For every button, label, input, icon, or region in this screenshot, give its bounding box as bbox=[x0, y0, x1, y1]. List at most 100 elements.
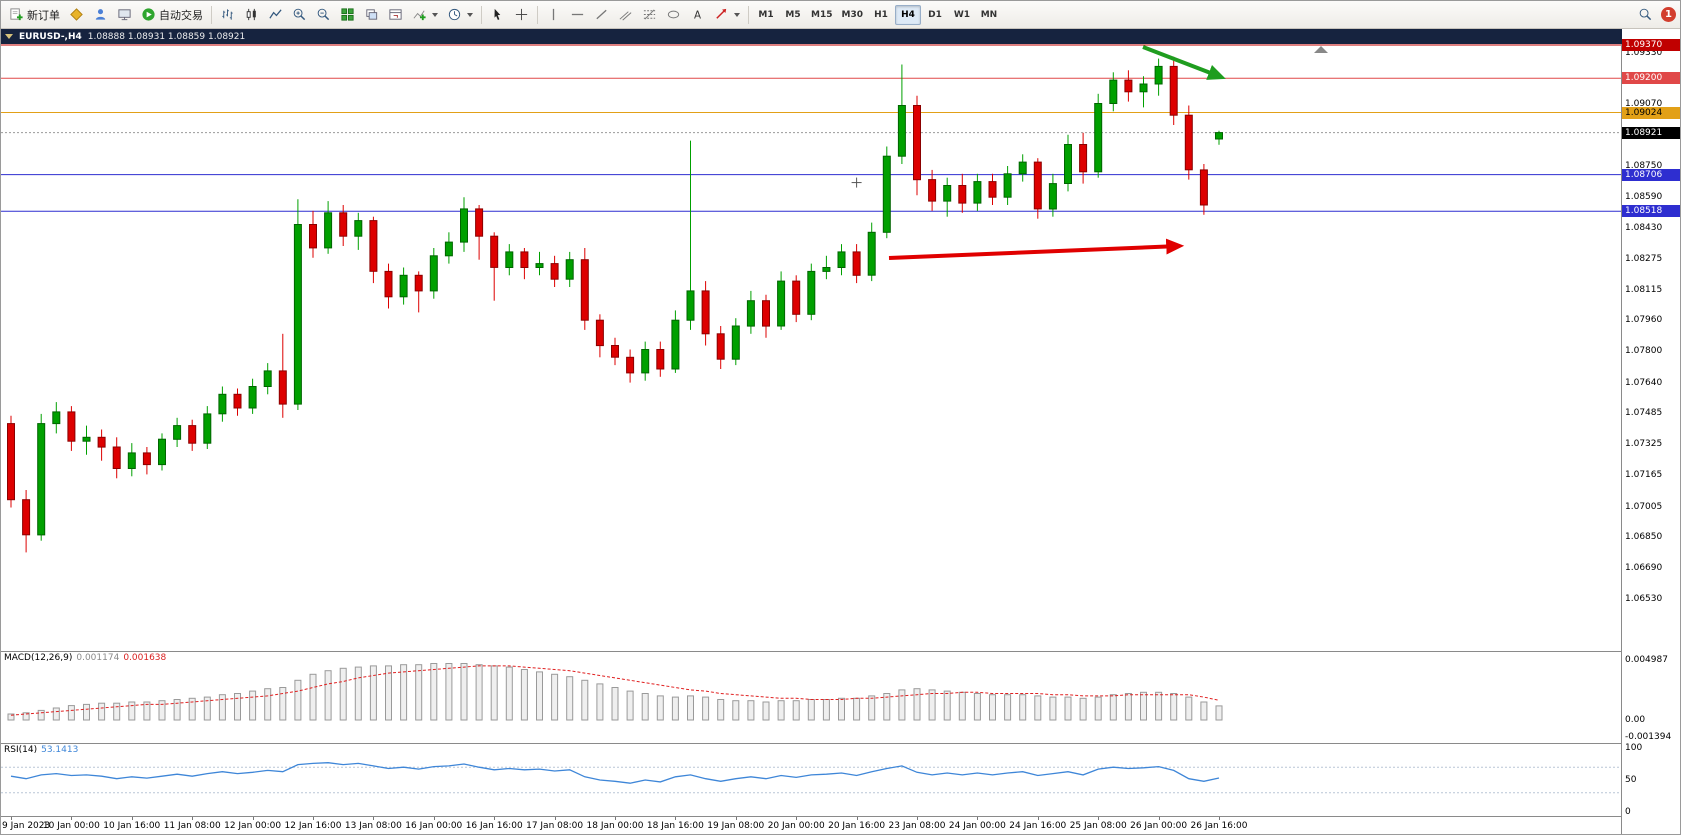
macd-name: MACD(12,26,9) bbox=[4, 653, 73, 663]
trendline-tool-button[interactable] bbox=[590, 4, 613, 26]
channel-tool-button[interactable] bbox=[614, 4, 637, 26]
candle bbox=[792, 280, 801, 315]
auto-trading-button[interactable]: 自动交易 bbox=[137, 4, 207, 26]
timeframe-m5-button[interactable]: M5 bbox=[780, 5, 806, 25]
notification-badge[interactable]: 1 bbox=[1661, 7, 1676, 22]
candle bbox=[52, 411, 61, 425]
time-tick-label: 23 Jan 08:00 bbox=[888, 821, 946, 831]
candle bbox=[701, 290, 710, 335]
macd-signal-value: 0.001638 bbox=[123, 653, 167, 663]
price-axis[interactable]: 1.09330 1.09070 1.08750 1.08590 1.08430 1.082… bbox=[1621, 38, 1680, 834]
time-tick bbox=[433, 817, 435, 820]
macd-pane[interactable]: MACD(12,26,9) 0.001174 0.001638 bbox=[1, 651, 1621, 743]
macd-axis-label: 0.00 bbox=[1625, 715, 1646, 725]
arrange-windows-button[interactable] bbox=[384, 4, 407, 26]
price-level-badge-1.09024[interactable]: 1.09024 bbox=[1622, 106, 1680, 119]
time-tick-label: 12 Jan 16:00 bbox=[284, 821, 342, 831]
candle bbox=[1079, 144, 1088, 173]
price-tick-label: 1.07640 bbox=[1625, 377, 1663, 388]
bar-chart-type-button[interactable] bbox=[216, 4, 239, 26]
indicators-button[interactable] bbox=[408, 4, 442, 26]
new-order-button[interactable]: 新订单 bbox=[5, 4, 64, 26]
chart-symbol: EURUSD-,H4 bbox=[19, 31, 82, 42]
market-watch-icon bbox=[70, 8, 83, 21]
price-level-badge-1.08518[interactable]: 1.08518 bbox=[1622, 205, 1680, 218]
terminal-button[interactable] bbox=[113, 4, 136, 26]
horizontal-line-tool-button[interactable] bbox=[566, 4, 589, 26]
price-level-badge-1.09200[interactable]: 1.09200 bbox=[1622, 72, 1680, 85]
timeframe-d1-button[interactable]: D1 bbox=[922, 5, 948, 25]
cascade-windows-button[interactable] bbox=[360, 4, 383, 26]
timeframe-w1-button[interactable]: W1 bbox=[949, 5, 975, 25]
candle bbox=[716, 333, 725, 360]
candle bbox=[565, 259, 574, 280]
price-tick-label: 1.09070 bbox=[1625, 98, 1663, 109]
timeframe-m1-button[interactable]: M1 bbox=[753, 5, 779, 25]
arrows-tool-button[interactable] bbox=[710, 4, 744, 26]
chart-shift-marker[interactable] bbox=[1314, 46, 1328, 53]
periods-clock-icon bbox=[448, 8, 461, 21]
toolbar-separator bbox=[748, 5, 749, 24]
one-click-trading-icon[interactable] bbox=[5, 34, 13, 39]
time-axis[interactable]: 9 Jan 2023 10 Jan 00:00 10 Jan 16:00 11 Jan… bbox=[1, 816, 1680, 834]
candle bbox=[142, 452, 151, 466]
timeframe-h1-button[interactable]: H1 bbox=[868, 5, 894, 25]
candle bbox=[67, 411, 76, 442]
time-tick-label: 25 Jan 08:00 bbox=[1069, 821, 1127, 831]
arrows-dropdown-caret bbox=[734, 12, 740, 17]
candle bbox=[505, 251, 514, 268]
zoom-in-button[interactable] bbox=[288, 4, 311, 26]
price-tick-label: 1.06530 bbox=[1625, 594, 1663, 605]
time-tick bbox=[373, 817, 375, 820]
candle bbox=[928, 179, 937, 202]
price-tick-label: 1.08590 bbox=[1625, 192, 1663, 203]
market-watch-button[interactable] bbox=[65, 4, 88, 26]
candle bbox=[7, 423, 15, 501]
candle bbox=[1139, 83, 1148, 93]
price-level-badge-1.08921[interactable]: 1.08921 bbox=[1622, 126, 1680, 139]
text-tool-button[interactable]: A bbox=[686, 4, 709, 26]
timeframe-m30-button[interactable]: M30 bbox=[837, 5, 866, 25]
shapes-tool-button[interactable] bbox=[662, 4, 685, 26]
fibonacci-tool-button[interactable] bbox=[638, 4, 661, 26]
time-tick bbox=[856, 817, 858, 820]
crosshair-tool-button[interactable] bbox=[510, 4, 533, 26]
price-level-badge-1.09370[interactable]: 1.09370 bbox=[1622, 38, 1680, 51]
periods-button[interactable] bbox=[443, 4, 477, 26]
candle bbox=[460, 208, 468, 243]
rsi-value: 53.1413 bbox=[41, 745, 79, 755]
timeframe-mn-button[interactable]: MN bbox=[976, 5, 1002, 25]
timeframe-group: M1 M5 M15 M30 H1 H4 D1 W1 MN bbox=[753, 4, 1002, 25]
price-chart-pane[interactable] bbox=[1, 44, 1621, 651]
candlestick-type-button[interactable] bbox=[240, 4, 263, 26]
time-tick-label: 20 Jan 16:00 bbox=[828, 821, 886, 831]
price-level-lines bbox=[1, 44, 1621, 212]
macd-chart bbox=[7, 663, 1223, 721]
candle bbox=[1003, 173, 1012, 198]
time-tick bbox=[1219, 817, 1220, 820]
zoom-out-button[interactable] bbox=[312, 4, 335, 26]
timeframe-m15-button[interactable]: M15 bbox=[807, 5, 836, 25]
vertical-line-tool-button[interactable] bbox=[542, 4, 565, 26]
tile-windows-button[interactable] bbox=[336, 4, 359, 26]
red-arrow-annotation[interactable] bbox=[888, 238, 1185, 260]
candle bbox=[127, 452, 136, 469]
candle bbox=[1154, 65, 1163, 85]
chart-annotations bbox=[851, 45, 1328, 260]
price-level-badge-1.08706[interactable]: 1.08706 bbox=[1622, 168, 1680, 181]
search-button[interactable] bbox=[1634, 4, 1657, 26]
line-chart-type-button[interactable] bbox=[264, 4, 287, 26]
ellipse-shape-icon bbox=[667, 10, 680, 19]
candle bbox=[490, 235, 499, 268]
timeframe-h4-button[interactable]: H4 bbox=[894, 4, 921, 25]
navigator-button[interactable] bbox=[89, 4, 112, 26]
time-tick-label: 9 Jan 2023 bbox=[2, 821, 51, 831]
chart-titlebar[interactable]: EURUSD-,H4 1.08888 1.08931 1.08859 1.089… bbox=[1, 29, 1622, 44]
auto-trading-icon bbox=[142, 8, 155, 21]
green-arrow-annotation[interactable] bbox=[1142, 45, 1226, 80]
time-tick bbox=[977, 817, 979, 820]
cursor-tool-button[interactable] bbox=[486, 4, 509, 26]
rsi-indicator-label: RSI(14) 53.1413 bbox=[4, 745, 78, 755]
time-tick bbox=[675, 817, 677, 820]
rsi-pane[interactable]: RSI(14) 53.1413 bbox=[1, 743, 1621, 816]
